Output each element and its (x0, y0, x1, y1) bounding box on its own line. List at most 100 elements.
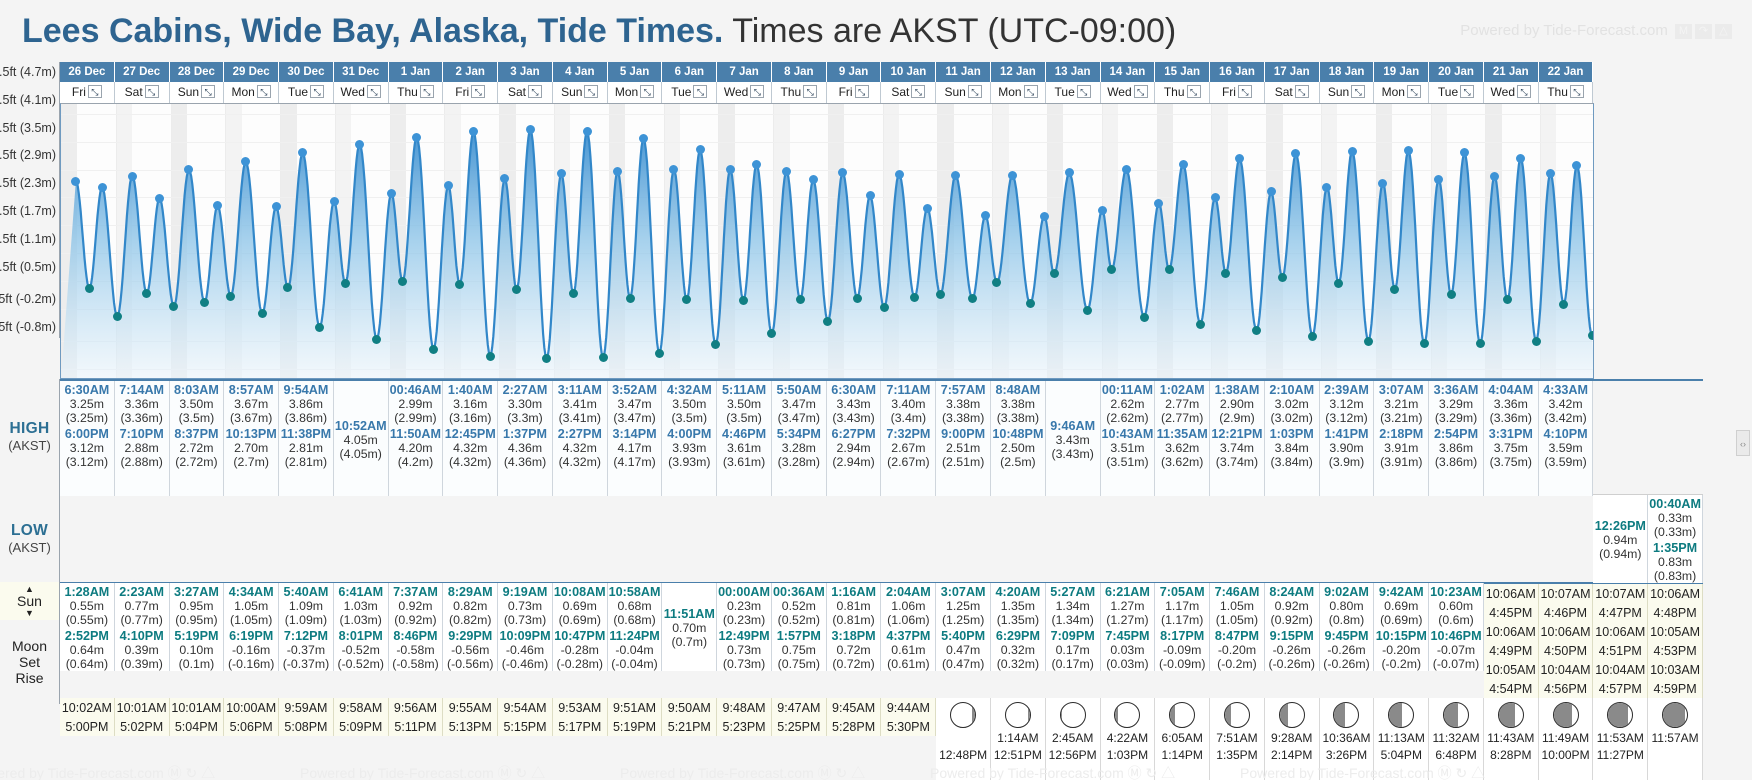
date-header-cell[interactable]: 8 Jan (771, 62, 827, 82)
weekday-header-cell[interactable]: Tue ⤡ (1045, 82, 1101, 103)
weekday-header-cell[interactable]: Fri ⤡ (826, 82, 882, 103)
date-header-cell[interactable]: 12 Jan (991, 62, 1046, 82)
low-tide-cell: 12:26PM 0.94m (0.94m) (1593, 495, 1649, 583)
weekday-header-cell[interactable]: Wed ⤡ (717, 82, 772, 103)
expand-icon[interactable]: ⤡ (750, 85, 765, 98)
expand-icon[interactable]: ⤡ (201, 85, 216, 98)
weekday-header-cell[interactable]: Thu ⤡ (1538, 82, 1594, 103)
date-header-cell[interactable]: 19 Jan (1374, 62, 1430, 82)
weekday-header-cell[interactable]: Thu ⤡ (771, 82, 827, 103)
weekday-header-cell[interactable]: Sat ⤡ (114, 82, 170, 103)
tide-time: 3:18PM (831, 629, 876, 643)
date-header-cell[interactable]: 7 Jan (717, 62, 772, 82)
date-header-cell[interactable]: 31 Dec (333, 62, 389, 82)
weekday-header-cell[interactable]: Wed ⤡ (333, 82, 389, 103)
weekday-header-cell[interactable]: Wed ⤡ (1100, 82, 1156, 103)
expand-icon[interactable]: ⤡ (1186, 85, 1201, 98)
date-header-cell[interactable]: 16 Jan (1210, 62, 1265, 82)
expand-icon[interactable]: ⤡ (1406, 85, 1421, 98)
tide-time: 10:43AM (1101, 427, 1154, 441)
expand-icon[interactable]: ⤡ (911, 85, 926, 98)
date-header-cell[interactable]: 26 Dec (60, 62, 115, 82)
weekday-header-cell[interactable]: Sun ⤡ (936, 82, 992, 103)
expand-icon[interactable]: ⤡ (366, 85, 381, 98)
date-header-cell[interactable]: 15 Jan (1155, 62, 1211, 82)
low-tide-point (654, 348, 664, 358)
weekday-header-cell[interactable]: Tue ⤡ (662, 82, 718, 103)
date-header-cell[interactable]: 20 Jan (1429, 62, 1484, 82)
weekday-header-cell[interactable]: Thu ⤡ (1155, 82, 1211, 103)
high-tide-event: 3:36AM 3.29m (3.29m) (1429, 381, 1483, 425)
date-header-cell[interactable]: 13 Jan (1045, 62, 1101, 82)
expand-icon[interactable]: ⤡ (1517, 85, 1532, 98)
date-header-cell[interactable]: 18 Jan (1319, 62, 1375, 82)
date-header-cell[interactable]: 9 Jan (826, 62, 882, 82)
date-header-cell[interactable]: 14 Jan (1100, 62, 1156, 82)
date-header-cell[interactable]: 2 Jan (443, 62, 499, 82)
expand-icon[interactable]: ⤡ (854, 85, 869, 98)
tide-height-alt: (3.47m) (613, 411, 656, 425)
date-header-cell[interactable]: 6 Jan (662, 62, 718, 82)
expand-icon[interactable]: ⤡ (1569, 85, 1584, 98)
weekday-header-cell[interactable]: Mon ⤡ (224, 82, 280, 103)
sun-times-cell: 9:51AM 5:19PM (607, 698, 663, 736)
high-tide-point (695, 145, 705, 155)
date-header-cell[interactable]: 1 Jan (388, 62, 444, 82)
date-header-cell[interactable]: 17 Jan (1264, 62, 1320, 82)
tide-height-alt: (4.36m) (503, 455, 547, 469)
weekday-header-cell[interactable]: Mon ⤡ (991, 82, 1046, 103)
weekday-header-cell[interactable]: Wed ⤡ (1483, 82, 1539, 103)
date-header-cell[interactable]: 3 Jan (498, 62, 553, 82)
weekday-header-cell[interactable]: Sat ⤡ (881, 82, 937, 103)
expand-icon[interactable]: ⤡ (310, 85, 325, 98)
date-header-cell[interactable]: 22 Jan (1538, 62, 1594, 82)
tide-height: 0.64m (69, 643, 104, 657)
tide-height: 0.73m (726, 643, 762, 657)
expand-icon[interactable]: ⤡ (256, 85, 271, 98)
date-header-cell[interactable]: 27 Dec (114, 62, 170, 82)
expand-icon[interactable]: ⤡ (693, 85, 708, 98)
weekday-header-cell[interactable]: Thu ⤡ (388, 82, 444, 103)
expand-icon[interactable]: ⤡ (528, 85, 543, 98)
weekday-header-cell[interactable]: Fri ⤡ (443, 82, 499, 103)
sunset-time: 5:09PM (339, 720, 383, 734)
tide-time: 8:17PM (1160, 629, 1205, 643)
expand-icon[interactable]: ⤡ (1023, 85, 1038, 98)
expand-icon[interactable]: ⤡ (1076, 85, 1091, 98)
weekday-header-cell[interactable]: Mon ⤡ (607, 82, 663, 103)
weekday-header-cell[interactable]: Tue ⤡ (1429, 82, 1484, 103)
expand-icon[interactable]: ⤡ (584, 85, 599, 98)
weekday-header-cell[interactable]: Sun ⤡ (169, 82, 225, 103)
expand-icon[interactable]: ⤡ (1460, 85, 1475, 98)
weekday-header-cell[interactable]: Tue ⤡ (279, 82, 334, 103)
weekday-header-cell[interactable]: Sat ⤡ (1264, 82, 1320, 103)
expand-icon[interactable]: ⤡ (1237, 85, 1252, 98)
date-header-cell[interactable]: 4 Jan (552, 62, 608, 82)
expand-icon[interactable]: ⤡ (640, 85, 655, 98)
date-header-cell[interactable]: 30 Dec (279, 62, 334, 82)
days-scroller[interactable]: 26 Dec 27 Dec 28 Dec 29 Dec 30 Dec 31 Dec 1 Ja… (60, 62, 1752, 780)
expand-icon[interactable]: ⤡ (1294, 85, 1309, 98)
expand-icon[interactable]: ⤡ (144, 85, 159, 98)
date-header-cell[interactable]: 29 Dec (224, 62, 280, 82)
expand-icon[interactable]: ⤡ (1351, 85, 1366, 98)
date-header-cell[interactable]: 21 Jan (1483, 62, 1539, 82)
weekday-header-cell[interactable]: Sun ⤡ (552, 82, 608, 103)
expand-icon[interactable]: ⤡ (967, 85, 982, 98)
weekday-header-cell[interactable]: Mon ⤡ (1374, 82, 1430, 103)
expand-icon[interactable]: ⤡ (419, 85, 434, 98)
weekday-header-cell[interactable]: Fri ⤡ (60, 82, 115, 103)
date-header-cell[interactable]: 11 Jan (936, 62, 992, 82)
date-header-cell[interactable]: 28 Dec (169, 62, 225, 82)
weekday-header-cell[interactable]: Sun ⤡ (1319, 82, 1375, 103)
expand-icon[interactable]: ⤡ (87, 85, 102, 98)
expand-icon[interactable]: ⤡ (471, 85, 486, 98)
expand-icon[interactable]: ⤡ (1133, 85, 1148, 98)
date-header-cell[interactable]: 5 Jan (607, 62, 663, 82)
high-tide-cell: 00:11AM 2.62m (2.62m) 10:43AM 3.51m (3.51m) (1100, 381, 1156, 496)
date-header-cell[interactable]: 10 Jan (881, 62, 937, 82)
horizontal-scroll-handle[interactable]: ‹› (1736, 430, 1750, 456)
expand-icon[interactable]: ⤡ (803, 85, 818, 98)
weekday-header-cell[interactable]: Fri ⤡ (1210, 82, 1265, 103)
weekday-header-cell[interactable]: Sat ⤡ (498, 82, 553, 103)
